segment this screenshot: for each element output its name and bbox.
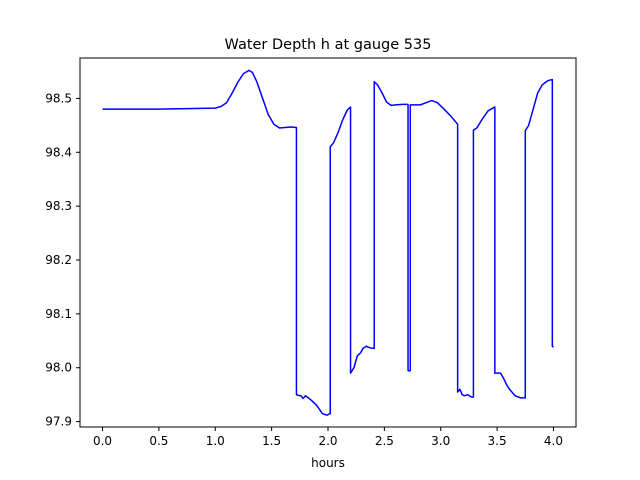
x-tick-label: 0.5 — [149, 434, 168, 448]
y-tick-label: 98.3 — [45, 199, 72, 213]
x-tick-label: 1.0 — [206, 434, 225, 448]
x-axis-label: hours — [311, 456, 345, 470]
x-tick-label: 1.5 — [262, 434, 281, 448]
y-tick-label: 98.1 — [45, 307, 72, 321]
y-tick-label: 98.5 — [45, 91, 72, 105]
x-tick-label: 0.0 — [93, 434, 112, 448]
x-tick-label: 3.5 — [488, 434, 507, 448]
y-tick-label: 98.4 — [45, 145, 72, 159]
series-line-0 — [102, 69, 554, 416]
chart-title: Water Depth h at gauge 535 — [225, 37, 432, 53]
y-tick-label: 98.0 — [45, 361, 72, 375]
x-tick-label: 2.0 — [318, 434, 337, 448]
y-axis-ticks: 97.9 98.0 98.1 98.2 98.3 98.4 98.5 — [45, 91, 80, 429]
y-tick-label: 98.2 — [45, 253, 72, 267]
y-tick-label: 97.9 — [45, 415, 72, 429]
x-tick-label: 3.0 — [431, 434, 450, 448]
x-axis-ticks: 0.0 0.5 1.0 1.5 2.0 2.5 3.0 3.5 4.0 — [93, 427, 563, 448]
x-tick-label: 2.5 — [375, 434, 394, 448]
x-tick-label: 4.0 — [544, 434, 563, 448]
